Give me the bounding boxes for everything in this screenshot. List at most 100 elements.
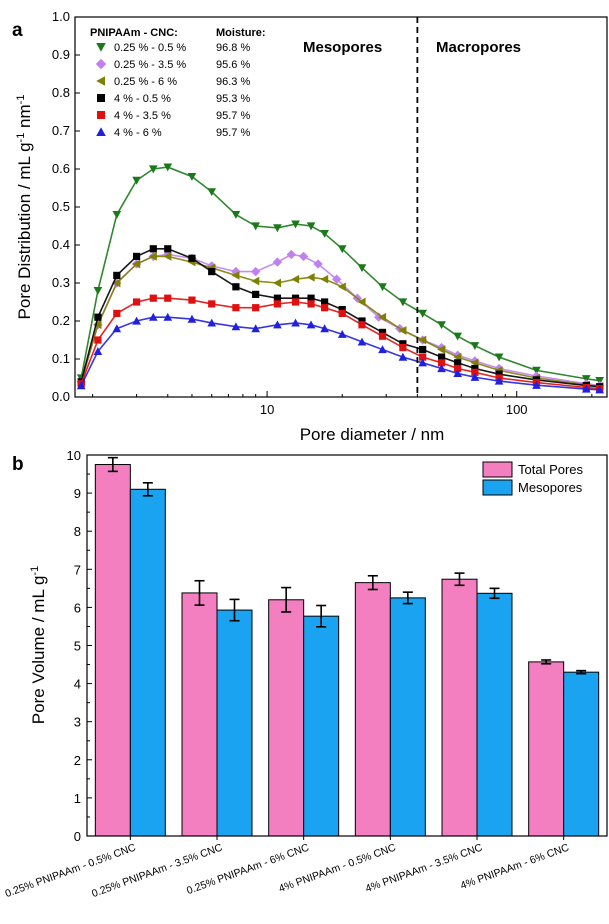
series-0-25-0-5- [76,163,605,385]
series-4-6- [76,312,605,394]
data-point [273,294,282,302]
data-point [495,370,503,378]
data-point [337,329,347,338]
legend-entry-label: 0.25 % - 0.5 % [114,42,186,54]
data-point [208,268,216,276]
data-point [338,309,346,317]
data-point [96,76,105,86]
data-point [231,211,241,219]
data-point [208,300,216,308]
data-point [378,328,387,336]
data-point [378,345,387,354]
legend-entry-moisture: 96.8 % [216,42,250,54]
panel-a-plot-frame [74,16,608,398]
y-label-text: Pore Distribution / mL g [15,142,34,319]
data-point [252,290,260,298]
data-point [291,274,300,284]
data-point [419,345,427,354]
data-point [321,298,329,306]
data-point [357,337,367,346]
data-point [398,298,408,307]
data-point [113,309,121,317]
y-tick-label: 0.9 [52,47,70,62]
region-label-mesopores: Mesopores [303,39,382,56]
y-label-text: Pore Volume / mL g [29,576,48,725]
y-tick-label: 0.0 [52,389,70,404]
data-point [470,372,480,381]
y-label-exp: -1 [15,133,27,143]
data-point [250,266,261,277]
data-point [207,318,217,327]
panel-a-y-axis-label: Pore Distribution / mL g-1 nm-1 [15,95,34,320]
bar-group [181,579,253,837]
data-point [532,380,541,389]
legend-entry-label: 0.25 % - 6 % [114,76,177,88]
panel-a-legend: PNIPAAm - CNC: Moisture: 0.25 % - 0.5 % 9… [90,27,266,139]
data-point [453,369,462,378]
y-tick-label: 2 [74,753,81,768]
legend-entry-label: 4 % - 3.5 % [114,110,171,122]
y-tick-label: 9 [74,486,81,501]
data-point [132,298,141,306]
data-point [471,368,479,376]
data-point [251,222,260,231]
y-label-text: nm [15,104,34,132]
data-point [94,313,102,321]
data-point [148,312,158,321]
data-point [307,300,315,308]
y-tick-label: 3 [74,715,81,730]
y-label-exp: -1 [29,566,41,576]
data-point [306,320,316,329]
data-point [251,324,260,333]
data-point [273,300,282,308]
data-point [163,312,173,321]
data-point [313,259,323,269]
data-point [96,43,106,52]
data-point [398,352,408,361]
y-tick-label: 0.6 [52,161,70,176]
bar [94,464,131,837]
y-tick-label: 1.0 [52,9,70,24]
data-point [113,271,121,279]
data-point [232,304,240,312]
data-point [273,278,282,288]
data-point [164,294,172,302]
data-point [437,364,446,373]
data-point [378,312,387,322]
y-tick-label: 0.1 [52,351,70,366]
bar [441,578,478,837]
data-point [307,294,315,302]
data-point [231,322,241,331]
y-tick-label: 0.7 [52,123,70,138]
panel-b-bars [94,456,600,837]
data-point [494,353,504,362]
panel-a-label: a [12,20,23,41]
panel-a-ticks: 0.0 0.1 0.2 0.3 0.4 0.5 0.6 0.7 0.8 0.9 1.0 10 100 [52,9,593,417]
region-label-macropores: Macropores [436,39,521,56]
data-point [93,287,103,295]
panel-b-chart: b 0 1 2 3 4 5 6 7 8 9 10 0.25% PNIPAAm - 0.5% CNC0… [3,448,608,900]
legend-entry-moisture: 95.7 % [216,110,250,122]
panel-b-legend: Total Pores Mesopores [482,461,584,496]
data-point [286,249,296,260]
data-point [97,111,105,119]
data-point [94,336,102,344]
legend-entry-label: 0.25 % - 3.5 % [114,59,186,71]
data-point [494,376,504,385]
legend-entry-moisture: 95.6 % [216,59,250,71]
data-point [187,314,197,323]
data-point [96,127,106,136]
bar [303,615,340,837]
x-tick-label: 100 [506,402,528,417]
data-point [112,278,121,288]
legend-entry-moisture: 95.7 % [216,127,250,139]
data-point [272,257,283,267]
legend-entry-moisture: 96.3 % [216,76,250,88]
data-point [398,326,407,335]
y-tick-label: 5 [74,639,81,654]
data-point [418,309,427,318]
legend-header-moisture: Moisture: [216,27,266,39]
data-point [337,245,347,254]
data-point [532,366,541,375]
